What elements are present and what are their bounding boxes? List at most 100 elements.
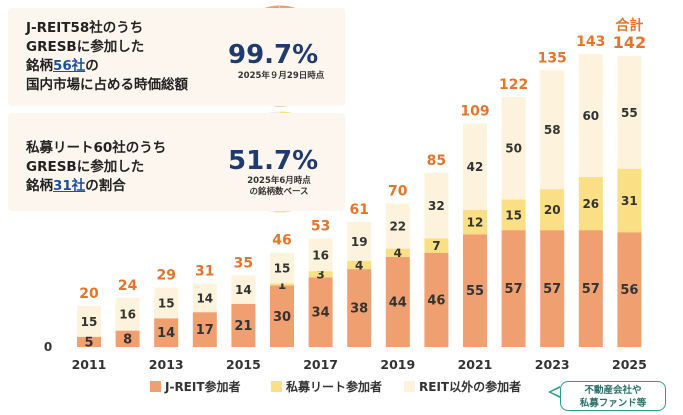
bar-value-label: 3 — [316, 268, 324, 282]
x-tick-label: 2017 — [303, 357, 338, 372]
bar-segment — [347, 221, 372, 261]
x-tick-label: 2021 — [458, 357, 493, 372]
bar-segment — [308, 271, 333, 278]
private-reit-date-note: 2025年6月時点 の銘柄数ベース — [224, 176, 334, 198]
bar-value-label: 4 — [355, 259, 363, 273]
bar-segment — [617, 168, 642, 233]
bar-total-label: 70 — [388, 184, 408, 200]
note-line: の銘柄数ベース — [249, 187, 309, 197]
bar-segment — [270, 285, 294, 347]
legend-swatch-non-reit — [404, 381, 415, 392]
private-reit-card: 私募リート60社のうち GRESBに参加した 銘柄31社の割合 — [8, 113, 345, 211]
legend-item-non-reit: REIT以外の参加者 — [404, 378, 521, 395]
bar-value-label: 8 — [123, 332, 132, 347]
x-tick-label: 2025 — [612, 357, 647, 372]
bar-value-label: 57 — [543, 282, 561, 297]
card-line-text: 銘柄 — [26, 58, 53, 74]
bar-segment — [617, 232, 642, 347]
bar-segment — [463, 234, 487, 347]
card-line-text: 銘柄 — [26, 178, 53, 194]
bar-total-label: 135 — [538, 50, 567, 66]
x-tick-label: 2023 — [535, 357, 570, 372]
bar-value-label: 26 — [582, 197, 599, 211]
private-reit-percent: 51.7% — [228, 146, 319, 176]
bar-value-label: 55 — [466, 284, 484, 299]
bar-value-label: 21 — [234, 319, 252, 334]
bar-value-label: 60 — [582, 109, 599, 123]
card-line: 国内市場に占める時価総額 — [26, 77, 188, 93]
non-reit-callout: 不動産会社や 私募ファンド等 — [560, 381, 666, 411]
highlight-count: 31社 — [53, 178, 86, 194]
bar-value-label: 16 — [312, 248, 329, 262]
legend-label: J-REIT参加者 — [165, 380, 241, 394]
bar-segment — [578, 230, 603, 347]
bar-value-label: 57 — [582, 282, 600, 297]
market-cap-card-text: J-REIT58社のうち GRESBに参加した 銘柄56社の 国内市場に占める時… — [26, 19, 188, 95]
bar-value-label: 14 — [157, 326, 175, 341]
bar-value-label: 5 — [84, 335, 93, 350]
bar-segment — [578, 176, 603, 231]
bar-value-label: 19 — [351, 235, 368, 249]
bar-value-label: 1 — [278, 278, 286, 292]
legend-item-jreit: J-REIT参加者 — [150, 378, 241, 395]
bar-total-label: 20 — [79, 286, 99, 302]
bar-total-label: 31 — [195, 263, 214, 279]
card-line: 私募リート60社のうち — [26, 140, 167, 156]
bar-value-label: 16 — [119, 308, 136, 322]
bar-value-label: 34 — [312, 306, 330, 321]
legend-item-private-reit: 私募リート参加者 — [271, 378, 382, 395]
bar-value-label: 32 — [428, 199, 445, 213]
legend-label: REIT以外の参加者 — [419, 380, 522, 394]
bar-value-label: 44 — [389, 295, 407, 310]
bar-segment — [308, 277, 333, 347]
bar-value-label: 15 — [81, 315, 98, 329]
bar-value-label: 17 — [196, 323, 214, 338]
x-tick-label: 2019 — [380, 357, 415, 372]
bar-segment — [231, 275, 256, 304]
total-header-label: 合計 — [615, 17, 643, 34]
legend-swatch-jreit — [150, 381, 161, 392]
bar-segment — [308, 238, 333, 272]
bar-value-label: 7 — [432, 239, 440, 253]
card-line-text: の — [85, 58, 99, 74]
bar-value-label: 4 — [394, 246, 402, 260]
bar-segment — [540, 70, 565, 190]
bar-segment — [385, 256, 410, 347]
bar-total-label: 61 — [349, 202, 368, 218]
market-cap-card: J-REIT58社のうち GRESBに参加した 銘柄56社の 国内市場に占める時… — [8, 8, 345, 106]
bar-value-label: 15 — [158, 296, 175, 310]
bar-total-label: 109 — [460, 104, 489, 120]
highlight-count: 56社 — [53, 58, 86, 74]
callout-line: 私募ファンド等 — [579, 398, 647, 409]
bar-segment — [501, 199, 526, 231]
bar-total-label: 53 — [311, 218, 330, 234]
y-zero-label: 0 — [44, 340, 52, 354]
bar-value-label: 56 — [620, 283, 638, 298]
bar-segment — [115, 297, 140, 331]
bar-segment — [540, 189, 565, 231]
card-line: 銘柄31社の割合 — [26, 177, 166, 196]
bar-total-label: 122 — [499, 77, 528, 93]
bar-segment — [347, 269, 372, 347]
private-reit-card-text: 私募リート60社のうち GRESBに参加した 銘柄31社の割合 — [26, 139, 166, 196]
callout-line: 不動産会社や — [584, 385, 642, 396]
bar-value-label: 20 — [544, 203, 561, 217]
bar-value-label: 30 — [273, 310, 291, 325]
bar-segment — [347, 260, 372, 270]
bar-segment — [77, 336, 101, 347]
market-cap-percent: 99.7% — [228, 40, 319, 70]
bar-segment — [578, 53, 603, 177]
bar-value-label: 46 — [427, 293, 445, 308]
card-line: 銘柄56社の — [26, 57, 188, 76]
bar-segment — [192, 312, 217, 347]
bar-total-label: 29 — [156, 268, 175, 284]
bar-segment — [501, 96, 526, 200]
bar-segment — [424, 252, 449, 347]
bar-value-label: 31 — [621, 194, 638, 208]
bar-value-label: 58 — [544, 123, 561, 137]
bar-total-label: 35 — [234, 255, 253, 271]
bar-segment — [154, 287, 179, 319]
bar-segment — [192, 283, 217, 313]
market-cap-date-note: 2025年９月29日時点 — [237, 71, 325, 81]
